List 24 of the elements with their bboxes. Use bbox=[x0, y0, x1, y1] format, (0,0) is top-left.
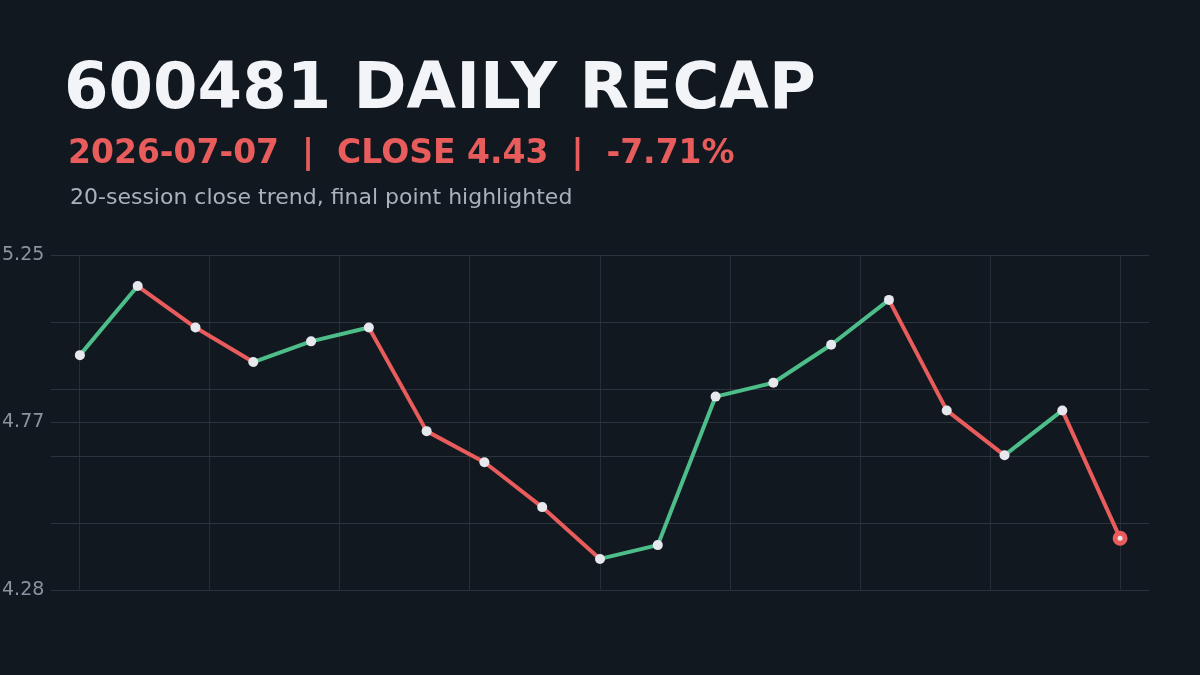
point bbox=[826, 339, 837, 350]
point bbox=[999, 450, 1010, 461]
point bbox=[421, 426, 432, 437]
point bbox=[595, 553, 605, 564]
point bbox=[74, 350, 85, 361]
y-tick-label: 5.25 bbox=[2, 241, 45, 264]
point bbox=[710, 391, 721, 402]
chart-subtitle: 2026-07-07 | CLOSE 4.43 | -7.71% bbox=[68, 132, 735, 171]
point bbox=[306, 336, 317, 347]
point bbox=[883, 294, 894, 305]
point bbox=[652, 540, 663, 551]
point bbox=[190, 322, 201, 333]
point bbox=[132, 281, 143, 292]
point bbox=[248, 357, 259, 368]
chart-title: 600481 DAILY RECAP bbox=[64, 49, 816, 123]
point bbox=[1057, 405, 1068, 416]
y-tick-label: 4.28 bbox=[2, 576, 45, 599]
point bbox=[768, 377, 779, 388]
point bbox=[479, 457, 490, 468]
point bbox=[537, 502, 548, 513]
y-tick-label: 4.77 bbox=[2, 409, 45, 432]
text: 20-session close trend, final point highlighted bbox=[70, 184, 573, 209]
point bbox=[363, 322, 374, 333]
point bbox=[941, 405, 952, 416]
